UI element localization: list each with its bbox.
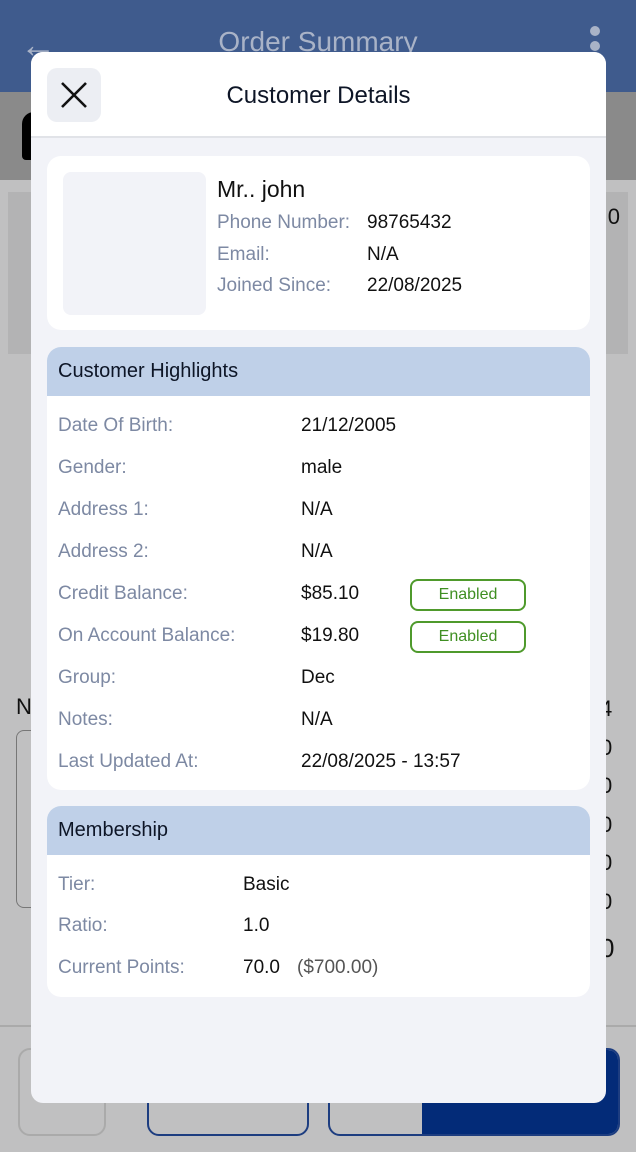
highlight-value: N/A: [301, 499, 333, 520]
phone-value: 98765432: [367, 212, 452, 233]
ratio-value: 1.0: [243, 915, 270, 936]
highlight-value: $85.10: [301, 583, 360, 604]
app-title: Order Summary: [218, 26, 418, 57]
close-button[interactable]: [47, 68, 101, 122]
enabled-badge: Enabled: [410, 579, 526, 611]
modal-title: Customer Details: [226, 82, 411, 109]
highlight-label: Gender:: [58, 457, 127, 478]
highlight-label: Address 1:: [58, 499, 149, 520]
email-label: Email:: [217, 244, 270, 265]
email-value: N/A: [367, 244, 399, 265]
joined-value: 22/08/2025: [367, 275, 463, 296]
highlight-value: 22/08/2025 - 13:57: [301, 751, 461, 772]
highlight-label: On Account Balance:: [58, 625, 236, 646]
tier-value: Basic: [243, 874, 290, 895]
customer-details-modal: Customer Details Mr.. john Phone Number:…: [31, 52, 606, 1103]
profile-card: Mr.. john Phone Number: 98765432 Email: …: [47, 156, 590, 330]
points-value: 70.0: [243, 957, 280, 978]
highlight-label: Address 2:: [58, 541, 149, 562]
enabled-badge: Enabled: [410, 621, 526, 653]
highlight-label: Credit Balance:: [58, 583, 188, 604]
highlight-value: 21/12/2005: [301, 415, 397, 436]
close-icon: [61, 82, 87, 108]
tier-label: Tier:: [58, 874, 96, 895]
highlight-value: $19.80: [301, 625, 360, 646]
membership-card: Membership Tier: Basic Ratio: 1.0 Curren…: [47, 806, 590, 997]
highlight-value: N/A: [301, 709, 333, 730]
highlights-title: Customer Highlights: [47, 347, 590, 396]
highlight-label: Notes:: [58, 709, 113, 730]
highlight-label: Last Updated At:: [58, 751, 199, 772]
phone-label: Phone Number:: [217, 212, 351, 233]
customer-name: Mr.. john: [217, 176, 306, 202]
highlight-value: N/A: [301, 541, 333, 562]
avatar: [63, 172, 206, 315]
points-label: Current Points:: [58, 957, 185, 978]
joined-label: Joined Since:: [217, 275, 332, 296]
highlight-value: Dec: [301, 667, 335, 688]
highlight-label: Date Of Birth:: [58, 415, 174, 436]
points-amount: ($700.00): [297, 957, 379, 978]
ratio-label: Ratio:: [58, 915, 108, 936]
modal-header: [31, 52, 606, 138]
notes-label-fragment: N: [16, 694, 32, 719]
highlight-label: Group:: [58, 667, 117, 688]
highlight-value: male: [301, 457, 343, 478]
highlights-card: Customer Highlights Date Of Birth: 21/12…: [47, 347, 590, 790]
panel-digit: 0: [607, 204, 620, 229]
membership-title: Membership: [47, 806, 590, 855]
